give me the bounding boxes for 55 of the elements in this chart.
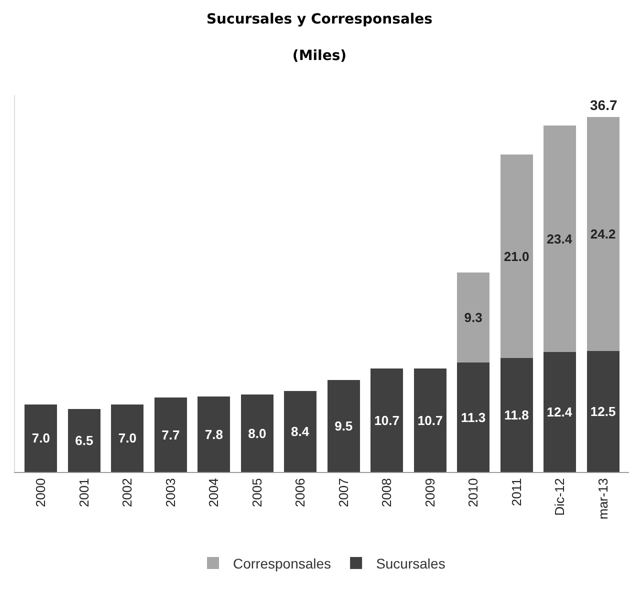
x-tick-label: 2010 xyxy=(466,478,481,508)
data-label: 24.2 xyxy=(590,226,616,242)
bar xyxy=(284,390,317,472)
bar xyxy=(154,398,187,472)
bar xyxy=(544,352,576,472)
bar xyxy=(24,404,58,472)
legend-label: Corresponsales xyxy=(233,555,332,572)
bar xyxy=(198,396,230,472)
bar xyxy=(544,126,576,352)
bar xyxy=(370,368,404,472)
x-tick-label: 2000 xyxy=(33,478,48,508)
x-tick-label: 2011 xyxy=(508,478,524,506)
x-tick-label: 2004 xyxy=(206,478,222,508)
bar xyxy=(586,351,620,472)
data-label: 21.0 xyxy=(504,248,530,264)
data-label: 9.5 xyxy=(334,418,353,434)
data-label: 11.8 xyxy=(504,407,529,422)
bar xyxy=(500,358,533,472)
data-label: 12.5 xyxy=(590,404,616,420)
x-tick-label: 2008 xyxy=(379,478,394,508)
data-label: 12.4 xyxy=(546,404,573,420)
data-label: 11.3 xyxy=(461,410,486,425)
bar xyxy=(457,362,490,472)
data-label: 10.7 xyxy=(374,412,400,428)
x-tick-label: 2007 xyxy=(336,478,351,508)
data-label: 7.7 xyxy=(162,427,180,442)
data-label: 8.4 xyxy=(290,424,310,439)
x-tick-label: 2002 xyxy=(120,478,135,508)
x-tick-label: 2009 xyxy=(422,478,438,508)
bar xyxy=(68,409,100,472)
chart-subtitle: (Miles) xyxy=(292,48,347,64)
x-tick-label: 2005 xyxy=(249,478,264,508)
bar xyxy=(327,380,360,472)
x-tick-label: 2006 xyxy=(292,478,308,508)
data-label: 9.3 xyxy=(464,310,482,326)
bar xyxy=(111,404,144,472)
data-label: 6.5 xyxy=(75,433,94,448)
x-tick-label: Dic-12 xyxy=(552,478,568,516)
bar xyxy=(586,117,620,352)
data-label: 10.7 xyxy=(417,412,443,428)
chart-title: Sucursales y Corresponsales xyxy=(206,12,433,28)
data-label: 7.8 xyxy=(204,426,223,442)
x-tick-label: 2001 xyxy=(76,478,92,508)
legend-label: Sucursales xyxy=(376,555,446,572)
x-tick-label: mar-13 xyxy=(595,478,610,520)
x-tick-label: 2003 xyxy=(162,478,178,508)
data-label: 23.4 xyxy=(546,231,573,246)
bar xyxy=(414,368,446,472)
data-label: 7.0 xyxy=(118,430,136,446)
data-label: 7.0 xyxy=(32,430,50,446)
total-label: 36.7 xyxy=(590,97,618,113)
bar xyxy=(240,394,274,472)
bar xyxy=(500,154,533,358)
bar xyxy=(457,272,490,363)
data-label: 8.0 xyxy=(248,426,266,441)
